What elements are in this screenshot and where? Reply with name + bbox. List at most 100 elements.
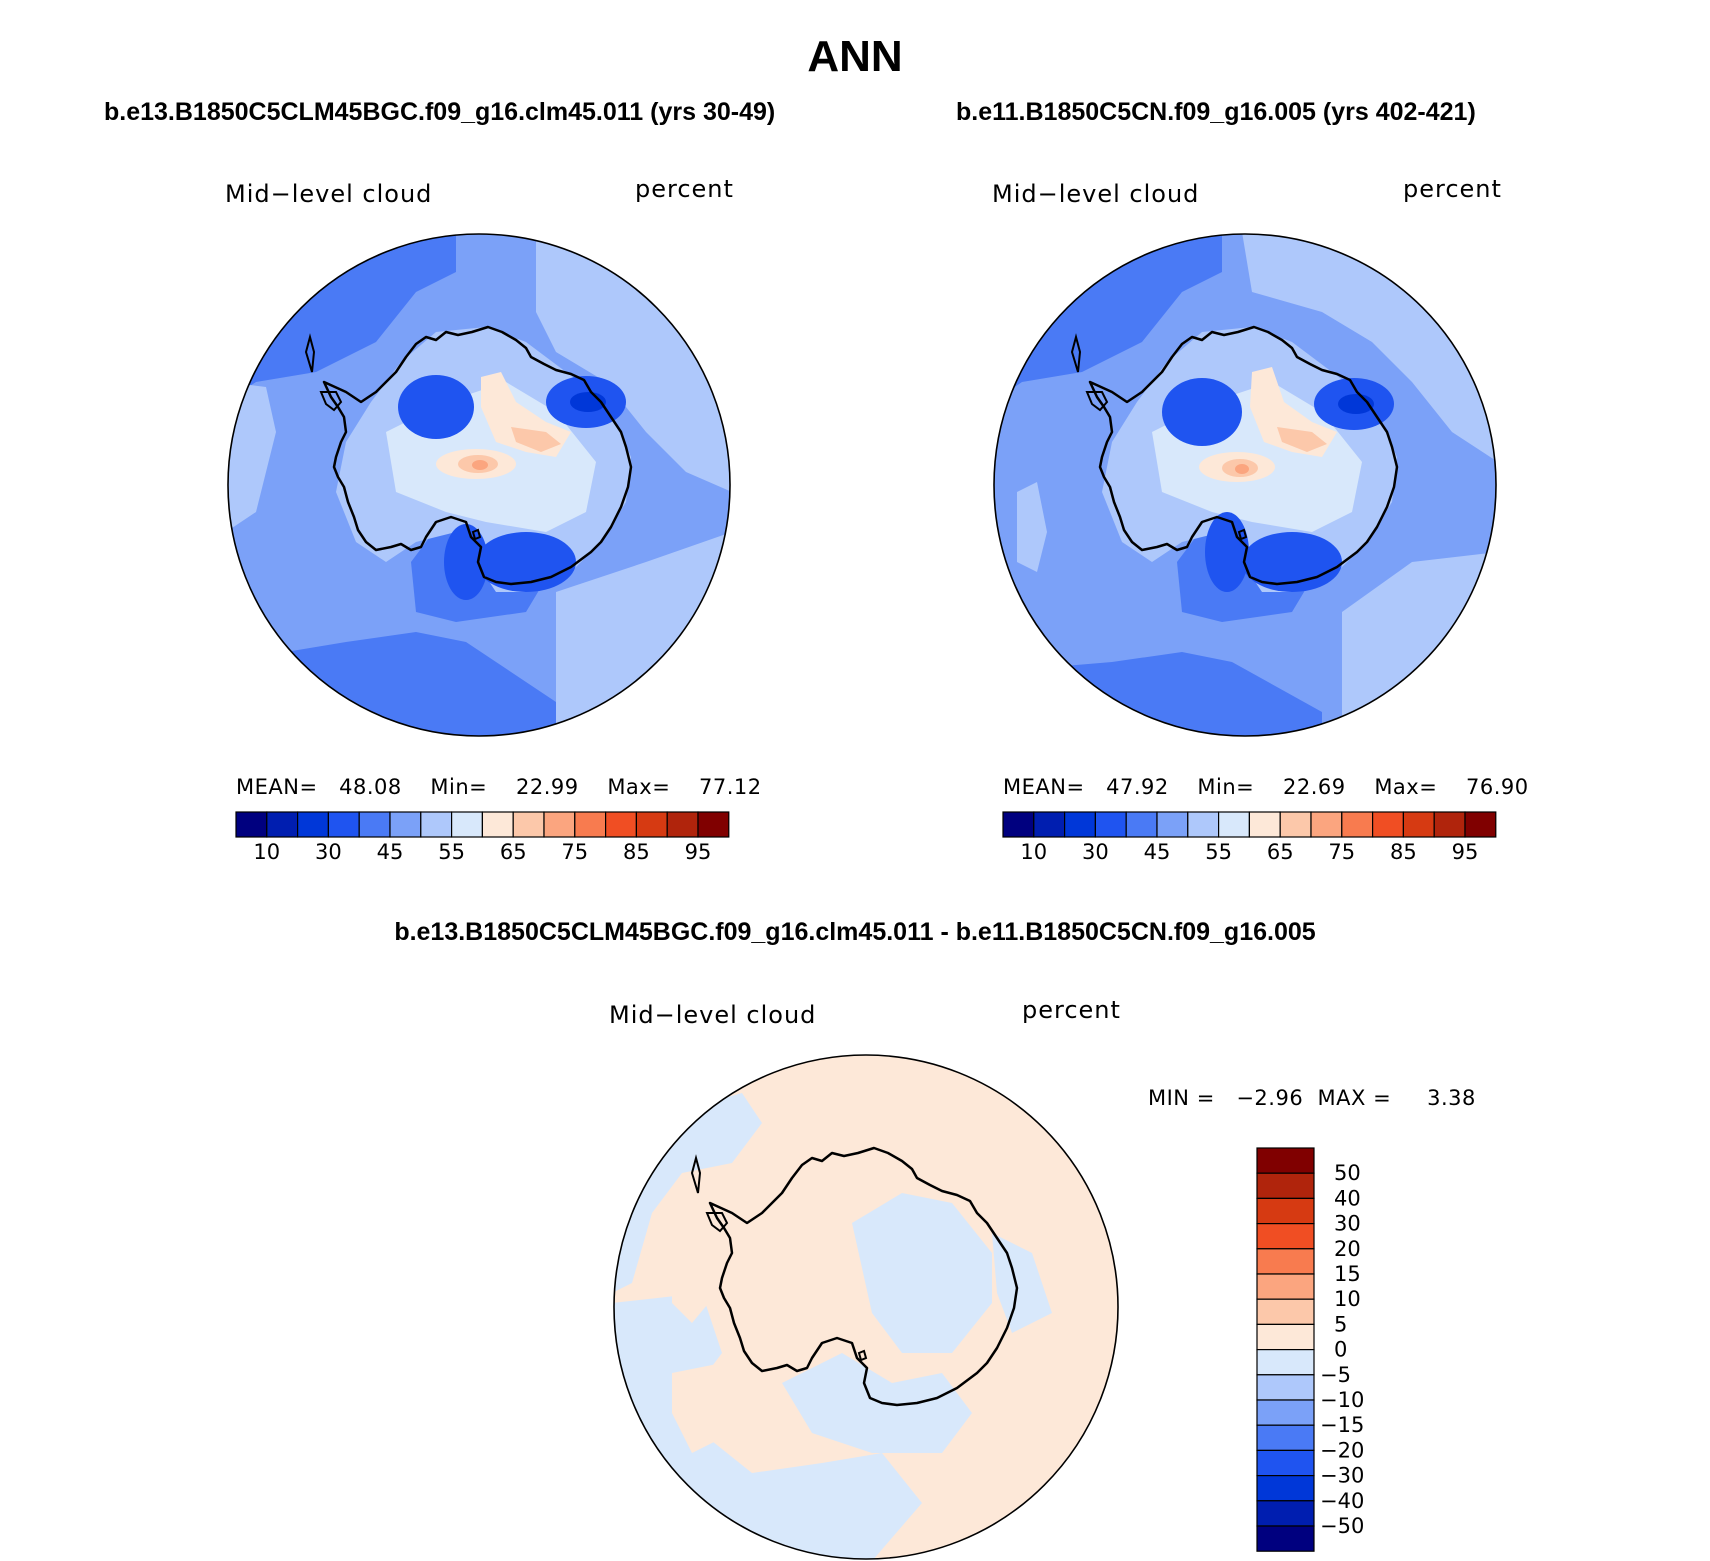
panel2-mean-label: MEAN= (1003, 775, 1085, 799)
panel1-colorbar-color-box (697, 811, 730, 838)
panel1-variable-label: Mid−level cloud (225, 180, 433, 208)
panel2-colorbar-tick-label: 10 (1020, 840, 1047, 864)
panel1-colorbar-tick-label: 65 (500, 840, 527, 864)
diff-colorbar-color-box (1256, 1449, 1315, 1477)
panel2-colorbar-color-box (1372, 811, 1405, 838)
panel1-colorbar-tick-label: 95 (685, 840, 712, 864)
panel1-max-value: 77.12 (699, 775, 762, 799)
negative-northeast (992, 1233, 1052, 1333)
diff-min-label: MIN = (1148, 1086, 1215, 1110)
diff-colorbar-color-box (1256, 1248, 1315, 1275)
page-title: ANN (807, 32, 903, 81)
diff-colorbar-tick-label: −30 (1320, 1464, 1364, 1488)
island-west (1070, 333, 1082, 373)
diff-min-value: −2.96 (1236, 1086, 1304, 1110)
diff-colorbar-tick-label: −50 (1320, 1514, 1364, 1538)
panel2-colorbar-tick-label: 30 (1082, 840, 1109, 864)
island-west (690, 1154, 702, 1194)
panel2-colorbar-color-box (1094, 811, 1127, 838)
ice-shelf-island (471, 528, 482, 541)
panel1-min-label: Min= (430, 775, 488, 799)
panel2-colorbar-color-box (1218, 811, 1251, 838)
diff-variable-label: Mid−level cloud (609, 1001, 817, 1029)
diff-colorbar-color-box (1256, 1323, 1315, 1351)
panel2-max-value: 76.90 (1466, 775, 1529, 799)
diff-colorbar-color-box (1256, 1475, 1315, 1502)
coastline (708, 1146, 1019, 1407)
diff-colorbar-color-box (1256, 1172, 1315, 1200)
panel1-colorbar-color-box (266, 811, 299, 838)
panel2-colorbar-tick-label: 75 (1328, 840, 1355, 864)
diff-map (613, 1054, 1119, 1560)
diff-colorbar-color-box (1256, 1500, 1315, 1527)
panel2-colorbar-color-box (1279, 811, 1312, 838)
panel1-mean-value: 48.08 (339, 775, 402, 799)
panel2-colorbar-color-box (1402, 811, 1435, 838)
panel2-variable-label: Mid−level cloud (992, 180, 1200, 208)
panel2-colorbar-color-box (1125, 811, 1158, 838)
low-cloud-west (1162, 378, 1242, 446)
panel1-colorbar-color-box (451, 811, 484, 838)
ice-shelf-island (1237, 528, 1248, 541)
peninsula-detail (705, 1212, 729, 1233)
negative-south (782, 1353, 972, 1453)
panel2-colorbar-color-box (1156, 811, 1189, 838)
low-cloud-west (398, 375, 474, 439)
positive-blob-west (672, 1233, 717, 1323)
negative-continent-east (852, 1193, 992, 1353)
field-w-strip (228, 382, 276, 532)
diff-units-label: percent (1022, 996, 1121, 1024)
panel1-colorbar-tick-label: 45 (377, 840, 404, 864)
panel1-colorbar-color-box (635, 811, 668, 838)
panel1-colorbar-color-box (543, 811, 576, 838)
diff-colorbar-tick-label: −5 (1320, 1363, 1351, 1387)
panel1-units-label: percent (635, 175, 734, 203)
positive-blob-southwest (672, 1363, 732, 1453)
panel2-min-value: 22.69 (1282, 775, 1346, 799)
diff-colorbar-tick-label: 30 (1334, 1212, 1361, 1236)
panel2-max-label: Max= (1374, 775, 1438, 799)
panel2-colorbar-color-box (1248, 811, 1281, 838)
panel1-colorbar-color-box (420, 811, 453, 838)
high-cloud-center-peak (472, 460, 488, 470)
ice-shelf-island (857, 1349, 868, 1362)
panel2-case-title: b.e11.B1850C5CN.f09_g16.005 (yrs 402-421… (956, 98, 1476, 126)
diff-colorbar-tick-label: 20 (1334, 1237, 1361, 1261)
diff-colorbar-color-box (1256, 1197, 1315, 1225)
panel2-colorbar-color-box (1464, 811, 1497, 838)
high-cloud-plateau-core (1277, 427, 1327, 452)
high-cloud-center-peak (1235, 464, 1249, 474)
panel1-case-title: b.e13.B1850C5CLM45BGC.f09_g16.clm45.011 … (104, 98, 776, 126)
diff-colorbar-color-box (1256, 1399, 1315, 1426)
diff-title: b.e13.B1850C5CLM45BGC.f09_g16.clm45.011 … (394, 918, 1316, 946)
diff-colorbar-color-box (1256, 1273, 1315, 1300)
panel1-colorbar-color-box (235, 811, 268, 838)
panel1-colorbar: 10 30 45 55 65 75 85 95 (235, 811, 730, 864)
low-cloud-wedge (444, 524, 488, 600)
panel1-colorbar-tick-label: 10 (253, 840, 280, 864)
panel2-mean-value: 47.92 (1106, 775, 1169, 799)
diff-colorbar-color-box (1256, 1147, 1315, 1174)
panel2-colorbar-color-box (1002, 811, 1035, 838)
diff-colorbar-tick-label: 5 (1334, 1312, 1347, 1336)
panel1-colorbar-color-box (605, 811, 638, 838)
panel2-colorbar: 10 30 45 55 65 75 85 95 (1002, 811, 1497, 864)
panel2-colorbar-tick-label: 85 (1390, 840, 1417, 864)
panel1-colorbar-tick-label: 75 (561, 840, 588, 864)
diff-colorbar-color-box (1256, 1298, 1315, 1325)
panel1-colorbar-color-box (666, 811, 699, 838)
panel1-colorbar-color-box (512, 811, 545, 838)
peninsula-detail (319, 391, 343, 412)
panel2-map (993, 233, 1497, 737)
panel1-colorbar-tick-label: 85 (623, 840, 650, 864)
panel2-colorbar-tick-label: 95 (1452, 840, 1479, 864)
island-west (304, 333, 316, 373)
panel1-colorbar-color-box (574, 811, 607, 838)
panel1-colorbar-color-box (358, 811, 391, 838)
panel2-colorbar-color-box (1433, 811, 1466, 838)
panel2-colorbar-color-box (1310, 811, 1343, 838)
panel2-colorbar-color-box (1341, 811, 1374, 838)
panel2-units-label: percent (1403, 175, 1502, 203)
panel1-stats: MEAN= 48.08 Min= 22.99 Max= 77.12 (236, 775, 762, 799)
diff-colorbar-tick-label: 40 (1334, 1186, 1361, 1210)
